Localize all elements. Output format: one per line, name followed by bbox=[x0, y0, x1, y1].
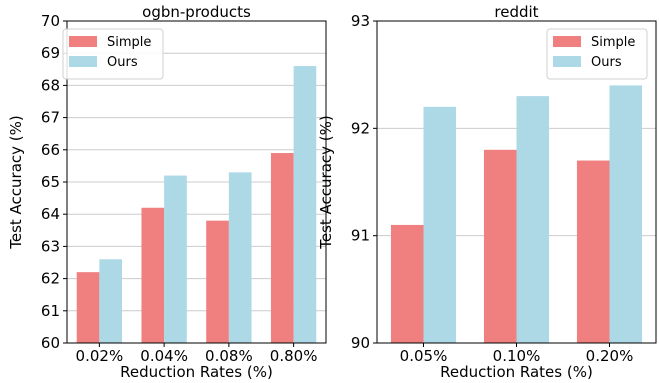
y-tick-label: 93 bbox=[351, 12, 370, 30]
x-tick-label: 0.08% bbox=[205, 347, 253, 365]
legend-label: Simple bbox=[591, 35, 635, 50]
y-tick-label: 67 bbox=[41, 109, 60, 127]
bar-ours-0 bbox=[423, 106, 457, 343]
x-tick-label: 0.20% bbox=[586, 347, 634, 365]
y-tick-label: 60 bbox=[41, 334, 60, 352]
chart-title: ogbn-products bbox=[142, 3, 251, 21]
bar-ours-1 bbox=[516, 96, 550, 343]
y-tick-label: 65 bbox=[41, 173, 60, 191]
y-tick-label: 90 bbox=[351, 334, 370, 352]
x-tick-label: 0.80% bbox=[270, 347, 318, 365]
bar-simple-1 bbox=[141, 207, 165, 343]
bar-ours-0 bbox=[99, 259, 123, 343]
legend: Simple Ours bbox=[546, 28, 648, 80]
x-axis-label: Reduction Rates (%) bbox=[440, 363, 593, 381]
y-tick-label: 68 bbox=[41, 76, 60, 94]
x-tick-label: 0.05% bbox=[400, 347, 448, 365]
bar-simple-2 bbox=[206, 220, 229, 343]
legend-label: Ours bbox=[107, 55, 138, 70]
chart-ogbn-products: 60 61 62 63 64 65 66 67 68 69 70 0.02% 0.04% 0.08% 0.… bbox=[7, 3, 327, 381]
x-tick-label: 0.10% bbox=[493, 347, 541, 365]
legend-swatch-simple bbox=[553, 36, 581, 47]
legend-swatch-ours bbox=[553, 56, 581, 67]
y-axis-label: Test Accuracy (%) bbox=[317, 115, 335, 250]
bar-simple-0 bbox=[76, 272, 100, 343]
x-axis-label: Reduction Rates (%) bbox=[120, 363, 273, 381]
legend-label: Ours bbox=[591, 55, 622, 70]
y-tick-label: 70 bbox=[41, 12, 60, 30]
bar-ours-2 bbox=[228, 172, 252, 343]
legend-label: Simple bbox=[107, 35, 151, 50]
legend: Simple Ours bbox=[62, 28, 164, 80]
y-axis-label: Test Accuracy (%) bbox=[7, 115, 25, 250]
y-tick-label: 91 bbox=[351, 227, 370, 245]
chart-reddit: 90 91 92 93 0.05% 0.10% 0.20% reddit Reductio… bbox=[317, 3, 657, 381]
y-tick-label: 66 bbox=[41, 141, 60, 159]
y-tick-label: 61 bbox=[41, 302, 60, 320]
bar-simple-2 bbox=[576, 160, 610, 343]
y-tick-label: 63 bbox=[41, 237, 60, 255]
bar-ours-1 bbox=[164, 175, 187, 343]
legend-swatch-simple bbox=[69, 36, 97, 47]
bar-simple-1 bbox=[483, 149, 517, 343]
y-tick-label: 62 bbox=[41, 270, 60, 288]
bar-simple-0 bbox=[390, 224, 424, 343]
bar-ours-3 bbox=[293, 66, 317, 343]
bar-simple-3 bbox=[270, 153, 294, 343]
x-tick-label: 0.02% bbox=[76, 347, 124, 365]
x-tick-label: 0.04% bbox=[140, 347, 188, 365]
chart-title: reddit bbox=[494, 3, 538, 21]
y-tick-label: 69 bbox=[41, 44, 60, 62]
bar-ours-2 bbox=[609, 85, 643, 344]
y-tick-label: 64 bbox=[41, 205, 60, 223]
legend-swatch-ours bbox=[69, 56, 97, 67]
y-tick-label: 92 bbox=[351, 119, 370, 137]
